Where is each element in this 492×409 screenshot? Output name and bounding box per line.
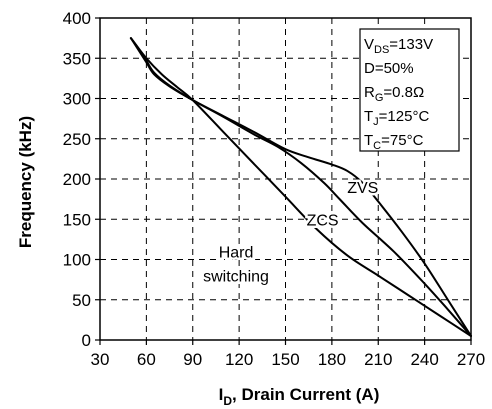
condition-sub: C (373, 140, 381, 152)
x-tick-label: 90 (183, 350, 202, 369)
condition-line: TJ=125°C (364, 108, 429, 128)
annotation-layer: ZVS ZCS Hard switching (201, 178, 381, 289)
condition-main: D=50% (364, 60, 414, 77)
curve-annotation: switching (203, 269, 269, 286)
condition-main: V (364, 36, 374, 53)
condition-line: TC=75°C (364, 132, 424, 152)
x-tick-label: 30 (91, 350, 110, 369)
x-tick-label: 180 (318, 350, 346, 369)
y-tick-label: 50 (72, 291, 91, 310)
condition-sub: DS (374, 44, 389, 56)
y-tick-label: 300 (63, 90, 91, 109)
y-tick-label: 400 (63, 9, 91, 28)
y-axis-title: Frequency (kHz) (16, 116, 35, 248)
condition-rest: =0.8Ω (383, 84, 424, 101)
condition-rest: =75°C (381, 132, 423, 149)
condition-rest: =125°C (379, 108, 430, 125)
condition-line: RG=0.8Ω (364, 84, 424, 104)
series-line-zvs (129, 37, 472, 337)
y-tick-label: 100 (63, 251, 91, 270)
x-axis-title-rest: , Drain Current (A) (232, 385, 379, 404)
condition-main: R (364, 84, 375, 101)
condition-line: D=50% (364, 60, 414, 77)
x-tick-label: 120 (225, 350, 253, 369)
condition-sub: J (373, 116, 379, 128)
x-axis-title: ID, Drain Current (A) (219, 385, 380, 408)
y-tick-label: 250 (63, 130, 91, 149)
tick-layer: 30 60 90 120 150 180 210 240 270 0 50 100 150 200 250 3… (63, 9, 486, 369)
x-axis-title-sub: D (223, 394, 232, 408)
y-tick-label: 350 (63, 49, 91, 68)
condition-line: VDS=133V (364, 36, 433, 56)
x-tick-label: 150 (271, 350, 299, 369)
y-tick-label: 0 (82, 331, 91, 350)
x-tick-label: 270 (457, 350, 485, 369)
series-line-hard-switching (129, 37, 472, 337)
series-line-zcs (129, 37, 472, 337)
conditions-box-border (359, 28, 460, 152)
x-tick-label: 240 (410, 350, 438, 369)
condition-rest: =133V (389, 36, 433, 53)
curve-layer (129, 37, 472, 337)
y-tick-label: 150 (63, 210, 91, 229)
condition-main: T (364, 132, 373, 149)
curve-annotation: Hard (219, 244, 254, 261)
condition-main: T (364, 108, 373, 125)
condition-sub: G (375, 92, 384, 104)
curve-annotation: ZCS (307, 212, 339, 229)
x-tick-label: 60 (137, 350, 156, 369)
x-axis-title-main: I (219, 385, 224, 404)
x-tick-label: 210 (364, 350, 392, 369)
y-tick-label: 200 (63, 170, 91, 189)
curve-annotation: ZVS (347, 180, 378, 197)
